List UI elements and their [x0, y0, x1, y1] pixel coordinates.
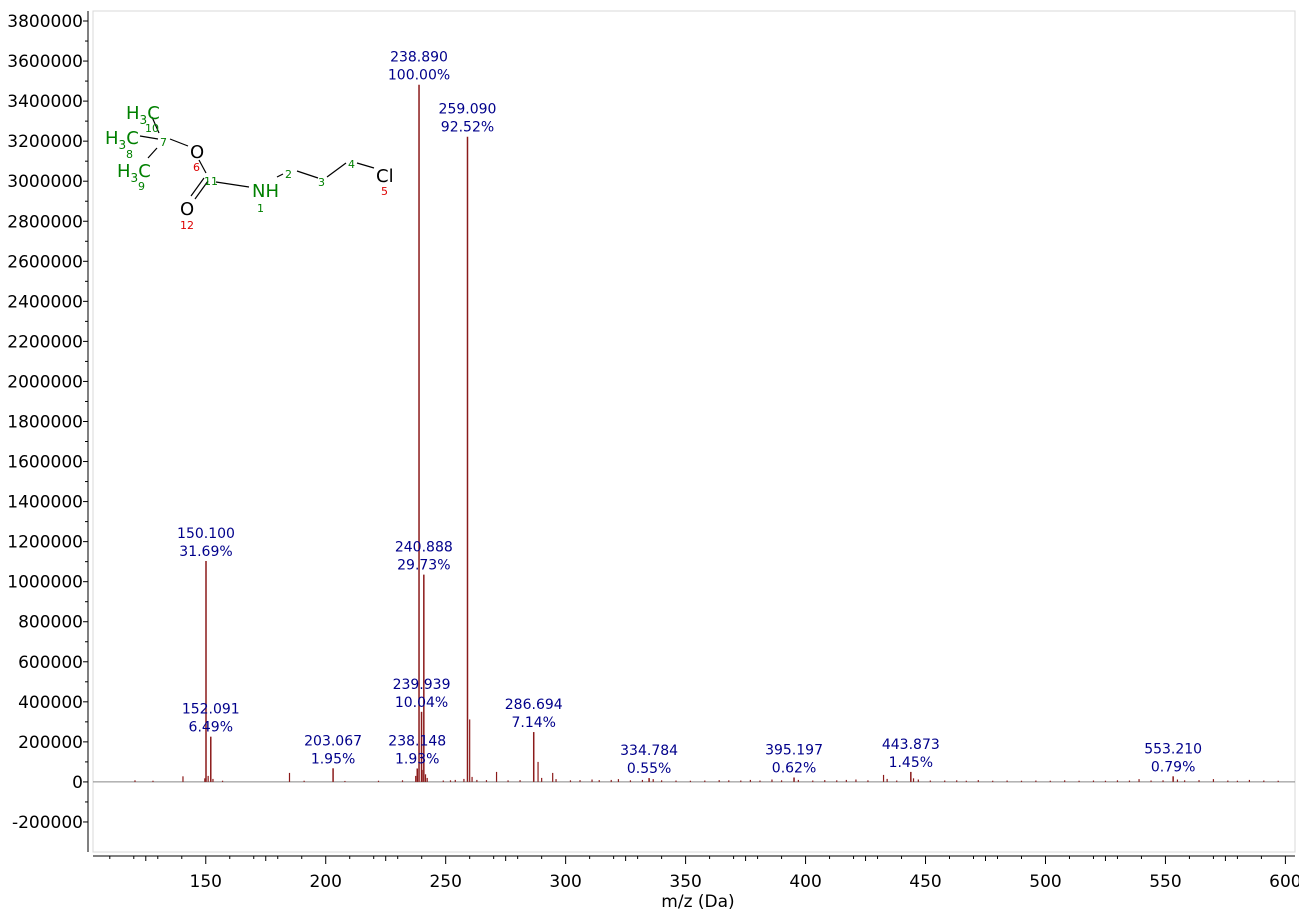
peak-percent-label: 0.79%	[1151, 759, 1195, 775]
y-tick-label: -200000	[12, 813, 83, 833]
peak-mz-label: 239.939	[393, 677, 451, 693]
methyl-group-10: H3C	[126, 103, 160, 127]
peak-percent-label: 1.45%	[889, 755, 933, 771]
peak-mz-label: 553.210	[1144, 741, 1202, 757]
atom-number-9: 9	[138, 180, 145, 193]
peak-mz-label: 395.197	[765, 743, 823, 759]
x-tick-label: 250	[429, 872, 461, 892]
atom-number-5: 5	[381, 185, 388, 198]
peak-mz-label: 240.888	[395, 540, 453, 556]
peak-mz-label: 286.694	[505, 697, 563, 713]
peak-percent-label: 0.62%	[772, 761, 816, 777]
x-tick-label: 150	[190, 872, 222, 892]
y-tick-label: 2600000	[7, 252, 83, 272]
peak-mz-label: 443.873	[882, 737, 940, 753]
x-tick-label: 500	[1029, 872, 1061, 892]
molecule-bonds	[139, 116, 375, 200]
plot-frame	[92, 10, 1296, 853]
carbonyl-oxygen: O	[180, 199, 194, 220]
y-tick-label: 3800000	[7, 12, 83, 32]
peak-mz-label: 259.090	[439, 102, 497, 118]
peak-mz-label: 238.148	[388, 734, 446, 750]
chlorine-atom: Cl	[376, 166, 394, 187]
y-tick-label: 1800000	[7, 412, 83, 432]
atom-number-12: 12	[180, 219, 194, 232]
labeled-peaks	[205, 84, 1174, 782]
peak-mz-label: 238.890	[390, 50, 448, 66]
peak-percent-label: 7.14%	[511, 715, 555, 731]
methyl-group-8: H3C	[105, 128, 139, 152]
y-tick-label: 2400000	[7, 292, 83, 312]
peak-labels: 150.100 31.69% 152.091 6.49% 203.067 1.95% 238…	[177, 50, 1202, 777]
peak-mz-label: 150.100	[177, 526, 235, 542]
atom-number-1: 1	[257, 202, 264, 215]
y-tick-label: 1600000	[7, 453, 83, 473]
x-tick-label: 400	[789, 872, 821, 892]
atom-number-4: 4	[348, 158, 355, 171]
x-tick-label: 200	[309, 872, 341, 892]
y-tick-label: 400000	[18, 693, 83, 713]
x-tick-label: 600	[1269, 872, 1299, 892]
y-tick-label: 600000	[18, 653, 83, 673]
peak-percent-label: 10.04%	[395, 695, 448, 711]
x-tick-label: 350	[669, 872, 701, 892]
methyl-group-9: H3C	[117, 161, 151, 185]
y-tick-label: 3600000	[7, 52, 83, 72]
x-tick-label: 550	[1149, 872, 1181, 892]
x-tick-label: 300	[549, 872, 581, 892]
y-tick-label: 1400000	[7, 493, 83, 513]
y-tick-label: 800000	[18, 613, 83, 633]
peak-mz-label: 334.784	[620, 743, 678, 759]
x-axis-title: m/z (Da)	[661, 892, 734, 912]
atom-number-8: 8	[126, 148, 133, 161]
peak-mz-label: 203.067	[304, 733, 362, 749]
y-tick-label: 2800000	[7, 212, 83, 232]
y-tick-label: 3400000	[7, 92, 83, 112]
peak-percent-label: 1.93%	[395, 752, 439, 768]
peak-percent-label: 29.73%	[397, 558, 450, 574]
y-tick-label: 1200000	[7, 533, 83, 553]
atom-number-6: 6	[193, 161, 200, 174]
minor-peaks	[134, 719, 1279, 782]
peak-percent-label: 31.69%	[179, 544, 232, 560]
x-axis: 150 200 250 300 350 400 450 500 550 600	[93, 855, 1299, 892]
y-tick-label: 2200000	[7, 332, 83, 352]
ether-oxygen: O	[190, 142, 204, 163]
amine-nh: NH	[252, 181, 279, 202]
atom-number-10: 10	[145, 122, 159, 135]
x-tick-label: 450	[909, 872, 941, 892]
peak-percent-label: 92.52%	[441, 120, 494, 136]
peak-percent-label: 6.49%	[189, 720, 233, 736]
peak-percent-label: 0.55%	[627, 761, 671, 777]
peak-percent-label: 100.00%	[388, 68, 450, 84]
peak-mz-label: 152.091	[182, 702, 240, 718]
y-axis: 3800000 3600000 3400000 3200000 3000000 28000…	[7, 11, 89, 852]
atom-number-7: 7	[160, 136, 167, 149]
y-tick-label: 3200000	[7, 132, 83, 152]
y-tick-label: 0	[72, 773, 83, 793]
atom-number-3: 3	[318, 176, 325, 189]
y-tick-label: 3000000	[7, 172, 83, 192]
y-tick-label: 1000000	[7, 573, 83, 593]
atom-number-11: 11	[204, 175, 218, 188]
y-tick-label: 200000	[18, 733, 83, 753]
peak-percent-label: 1.95%	[311, 751, 355, 767]
molecule-structure: H3C H3C H3C O O NH Cl 1 2 3 4 5 6 7 8 9 …	[105, 103, 394, 232]
y-tick-label: 2000000	[7, 372, 83, 392]
atom-number-2: 2	[285, 168, 292, 181]
